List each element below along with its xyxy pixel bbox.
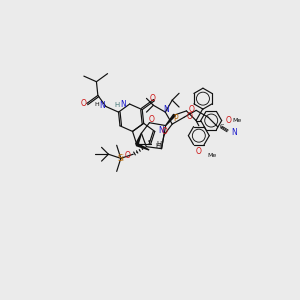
Text: H: H xyxy=(94,102,99,107)
Text: ·: · xyxy=(146,135,151,149)
Text: O: O xyxy=(149,115,155,124)
Text: O: O xyxy=(226,116,231,125)
Polygon shape xyxy=(136,133,141,145)
Text: H: H xyxy=(115,102,120,108)
Text: N: N xyxy=(99,101,105,110)
Text: P: P xyxy=(173,114,178,123)
Text: O: O xyxy=(186,112,192,121)
Text: O: O xyxy=(80,99,86,108)
Text: Me: Me xyxy=(232,118,242,123)
Text: H: H xyxy=(155,142,160,148)
Text: O: O xyxy=(189,105,194,114)
Polygon shape xyxy=(166,114,175,126)
Text: N: N xyxy=(164,105,169,114)
Text: O: O xyxy=(125,151,131,160)
Text: ·: · xyxy=(135,148,138,158)
Text: N: N xyxy=(121,100,126,109)
Text: H: H xyxy=(156,142,161,148)
Text: Me: Me xyxy=(208,153,217,158)
Text: N: N xyxy=(231,128,237,137)
Text: N: N xyxy=(158,126,164,135)
Text: O: O xyxy=(149,94,155,103)
Text: C: C xyxy=(220,124,224,129)
Text: Si: Si xyxy=(117,154,124,163)
Text: O: O xyxy=(162,127,168,136)
Text: O: O xyxy=(196,147,202,156)
Polygon shape xyxy=(136,143,149,150)
